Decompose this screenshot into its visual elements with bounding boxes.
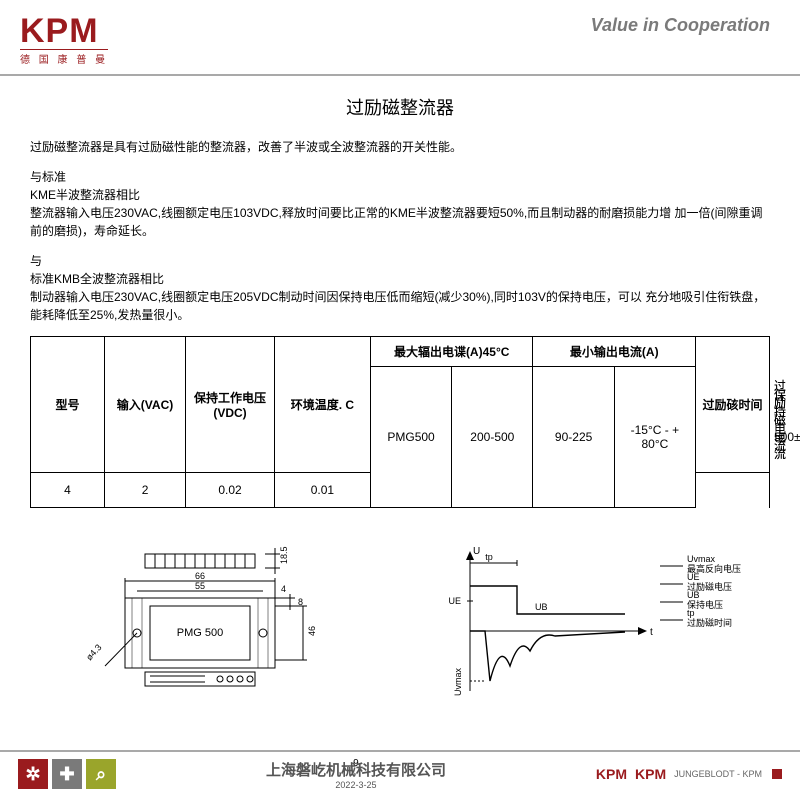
th-hold-voltage: 保持工作电压 (VDC) xyxy=(186,337,275,473)
paragraph-kmb: 与 标准KMB全波整流器相比 制动器输入电压230VAC,线圈额定电压205VD… xyxy=(30,252,770,324)
cell-val: 4 xyxy=(31,473,105,508)
th-max-out: 最大辐出电谍(A)45°C xyxy=(370,337,533,367)
intro-paragraph: 过励磁整流器是具有过励磁性能的整流器，改善了半波或全波整流器的开关性能。 xyxy=(30,138,770,156)
dim-label: ø4.3 xyxy=(84,643,103,663)
footer-icons: ✲ ✚ ⌕ xyxy=(18,759,116,789)
legend-key: UE xyxy=(687,572,700,582)
th-overexcite-time: 过励硋时间 xyxy=(696,337,770,473)
cell-temp: -15°C - + 80°C xyxy=(614,367,695,508)
legend-val: 过励磁时间 xyxy=(687,617,732,628)
content-area: 过励磁整流器 过励磁整流器是具有过励磁性能的整流器，改善了半波或全波整流器的开关… xyxy=(0,76,800,706)
footer-logos: KPM KPM JUNGEBLODT - KPM xyxy=(596,766,782,782)
legend-key: Uvmax xyxy=(687,554,716,564)
footer-logo: KPM xyxy=(596,766,627,782)
tools-icon: ✚ xyxy=(52,759,82,789)
axis-label: U xyxy=(473,546,480,557)
page-header: KPM 德 国 康 普 曼 Value in Cooperation xyxy=(0,0,800,76)
th-model: 型号 xyxy=(31,337,105,473)
th-min-out: 最小输出电流(A) xyxy=(533,337,696,367)
text-line: 整流器输入电压230VAC,线圈额定电压103VDC,释放时间要比正常的KME半… xyxy=(30,204,770,240)
dim-label: 66 xyxy=(195,571,205,581)
spec-table: 型号 输入(VAC) 保持工作电压 (VDC) 环境温度. C 最大辐出电谍(A… xyxy=(30,336,770,508)
tagline: Value in Cooperation xyxy=(591,15,770,36)
text-line: 标准KMB全波整流器相比 xyxy=(30,270,770,288)
logo-block: KPM 德 国 康 普 曼 xyxy=(20,15,108,66)
footer-logo: KPM xyxy=(635,766,666,782)
chart-label: UE xyxy=(448,596,461,606)
waveform-chart: U t tp UE UB Uvmax Uvmax xyxy=(420,536,770,706)
dim-label: 4 xyxy=(281,584,286,594)
brand-box-icon xyxy=(772,769,782,779)
cell-hold-v: 90-225 xyxy=(533,367,614,508)
diagrams-row: 18.5 PMG 500 xyxy=(30,536,770,706)
th-input: 输入(VAC) xyxy=(104,337,185,473)
dim-label: 18.5 xyxy=(279,547,289,565)
text-line: 与 xyxy=(30,252,770,270)
gear-icon: ✲ xyxy=(18,759,48,789)
mechanical-drawing: 18.5 PMG 500 xyxy=(30,536,380,706)
text-line: KME半波整流器相比 xyxy=(30,186,770,204)
footer-date: 2022-3-25 xyxy=(116,780,596,790)
chart-label: Uvmax xyxy=(453,668,463,697)
chart-label: UB xyxy=(535,602,548,612)
th-temp: 环境温度. C xyxy=(274,337,370,473)
axis-label: t xyxy=(650,627,653,638)
cell-input: 200-500 xyxy=(452,367,533,508)
text-line: 制动器输入电压230VAC,线圈额定电压205VDC制动时间因保持电压低而缩短(… xyxy=(30,288,770,324)
page-title: 过励磁整流器 xyxy=(30,94,770,120)
search-icon: ⌕ xyxy=(86,759,116,789)
logo-subtitle: 德 国 康 普 曼 xyxy=(20,49,108,66)
cell-val: 2 xyxy=(104,473,185,508)
dim-label: 55 xyxy=(195,581,205,591)
chart-label: tp xyxy=(485,552,493,562)
module-label: PMG 500 xyxy=(177,627,223,639)
logo: KPM xyxy=(20,15,99,47)
page-footer: ✲ ✚ ⌕ 9 上海磐屹机械科技有限公司 2022-3-25 KPM KPM J… xyxy=(0,750,800,800)
cell-val: 0.02 xyxy=(186,473,275,508)
watermark-text: 上海磐屹机械科技有限公司 xyxy=(116,759,596,780)
dim-label: 46 xyxy=(307,626,317,636)
footer-brand: JUNGEBLODT - KPM xyxy=(674,769,762,779)
footer-center: 9 上海磐屹机械科技有限公司 2022-3-25 xyxy=(116,758,596,790)
cell-val: 0.01 xyxy=(274,473,370,508)
legend-key: UB xyxy=(687,590,700,600)
text-line: 与标准 xyxy=(30,168,770,186)
paragraph-kme: 与标准 KME半波整流器相比 整流器输入电压230VAC,线圈额定电压103VD… xyxy=(30,168,770,240)
legend-key: tp xyxy=(687,608,695,618)
cell-model: PMG500 xyxy=(370,367,451,508)
